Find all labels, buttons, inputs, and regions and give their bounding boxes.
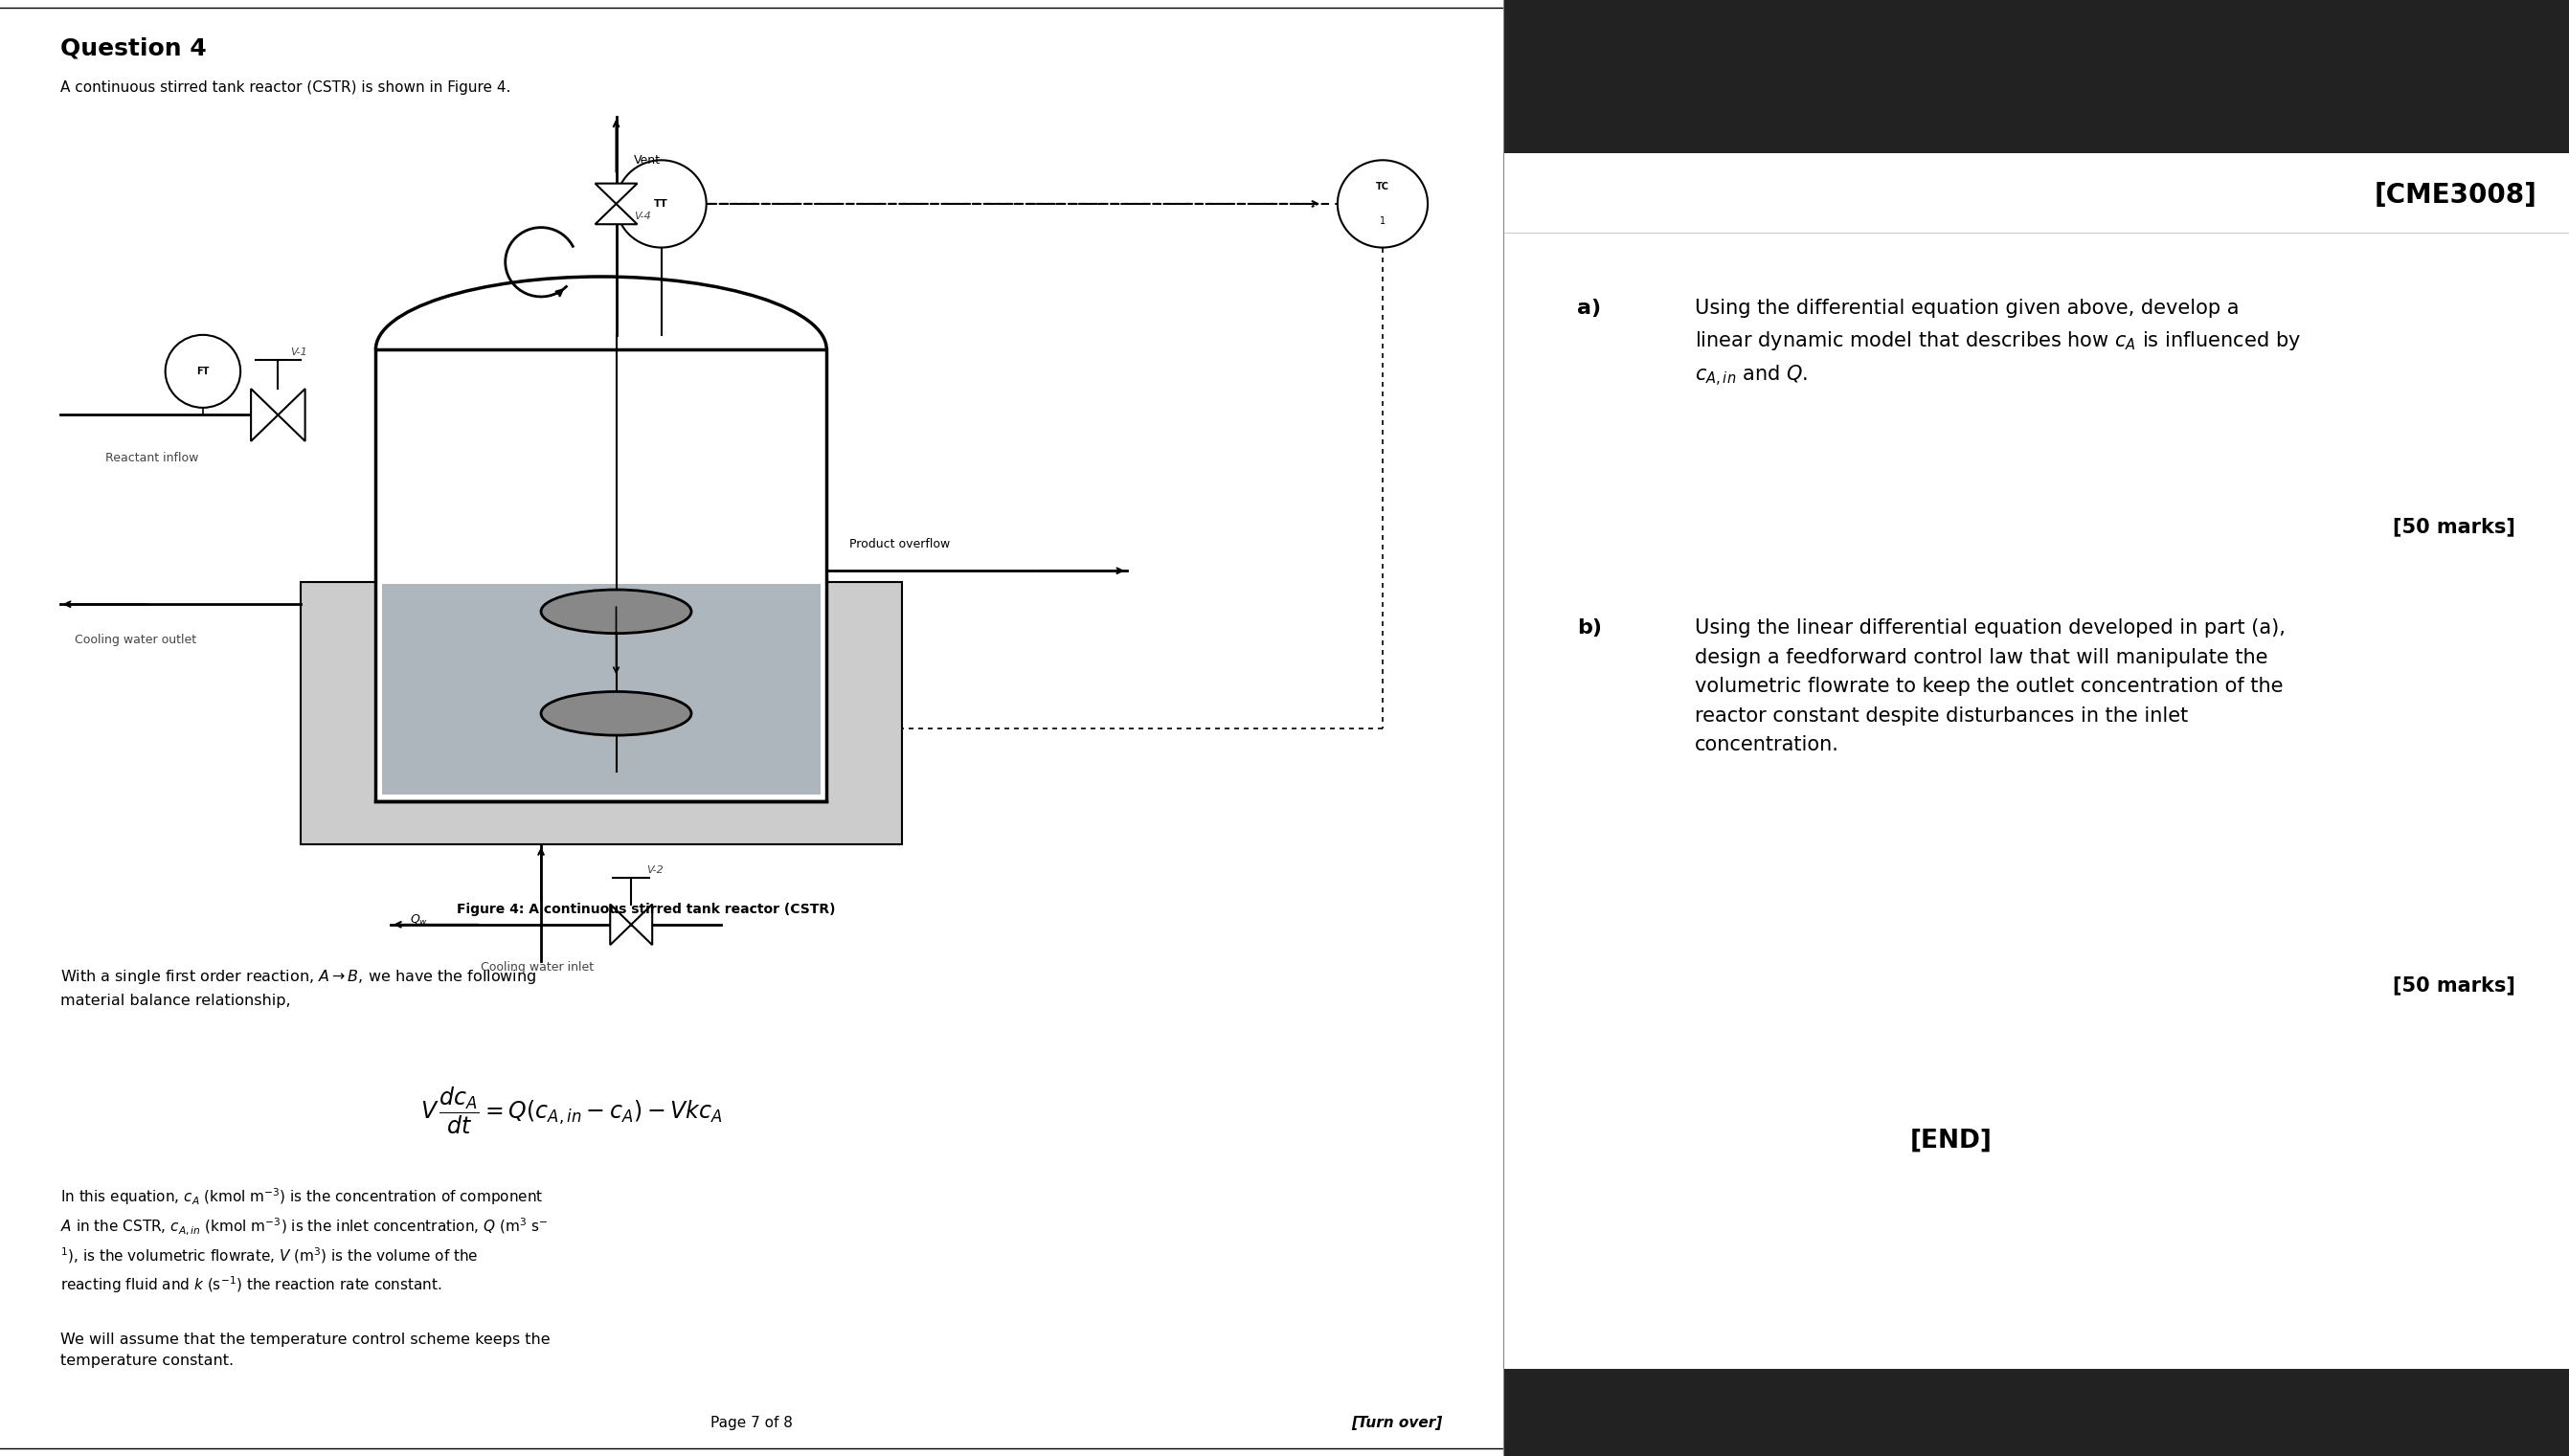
Text: b): b) [1577, 619, 1603, 638]
Text: a): a) [1577, 298, 1600, 317]
Ellipse shape [542, 590, 691, 633]
Circle shape [617, 160, 706, 248]
Text: Vent: Vent [635, 154, 660, 166]
Text: 1: 1 [1380, 217, 1385, 226]
Text: $V\,\dfrac{dc_A}{dt} = Q(c_{A,in} - c_A) - Vkc_A$: $V\,\dfrac{dc_A}{dt} = Q(c_{A,in} - c_A)… [419, 1085, 722, 1136]
Text: TT: TT [655, 199, 668, 208]
Polygon shape [277, 389, 306, 441]
Polygon shape [596, 183, 637, 204]
Text: Figure 4: A continuous stirred tank reactor (CSTR): Figure 4: A continuous stirred tank reac… [457, 903, 835, 916]
Bar [1503, 1369, 2569, 1456]
Text: With a single first order reaction, $A \rightarrow B$, we have the following
mat: With a single first order reaction, $A \… [59, 968, 537, 1008]
Text: We will assume that the temperature control scheme keeps the
temperature constan: We will assume that the temperature cont… [59, 1332, 550, 1367]
Polygon shape [611, 904, 632, 945]
Text: TC: TC [1377, 182, 1390, 191]
Text: V-1: V-1 [290, 347, 308, 357]
Polygon shape [252, 389, 277, 441]
Text: In this equation, $c_A$ (kmol m$^{-3}$) is the concentration of component
$A$ in: In this equation, $c_A$ (kmol m$^{-3}$) … [59, 1187, 547, 1294]
Ellipse shape [542, 692, 691, 735]
Text: [CME3008]: [CME3008] [2374, 182, 2538, 208]
Text: V-4: V-4 [635, 211, 650, 221]
Text: FT: FT [195, 367, 208, 376]
Text: Page 7 of 8: Page 7 of 8 [709, 1415, 794, 1430]
Text: A continuous stirred tank reactor (CSTR) is shown in Figure 4.: A continuous stirred tank reactor (CSTR)… [59, 80, 511, 95]
Text: [50 marks]: [50 marks] [2394, 976, 2515, 994]
Text: $Q_w$: $Q_w$ [411, 913, 429, 927]
Text: Cooling water inlet: Cooling water inlet [480, 961, 593, 974]
Polygon shape [596, 204, 637, 224]
Text: V-2: V-2 [647, 865, 663, 875]
Bar [383, 584, 820, 795]
Circle shape [164, 335, 241, 408]
Polygon shape [632, 904, 653, 945]
Text: Reactant inflow: Reactant inflow [105, 451, 198, 464]
Text: Product overflow: Product overflow [850, 537, 951, 550]
Text: Question 4: Question 4 [59, 36, 206, 60]
Bar [301, 582, 902, 844]
Text: Cooling water outlet: Cooling water outlet [75, 633, 198, 646]
Circle shape [1338, 160, 1428, 248]
Bar [375, 349, 827, 801]
Text: Using the linear differential equation developed in part (a),
design a feedforwa: Using the linear differential equation d… [1696, 619, 2286, 754]
Text: Using the differential equation given above, develop a
linear dynamic model that: Using the differential equation given ab… [1696, 298, 2302, 389]
Text: [END]: [END] [1909, 1128, 1991, 1153]
Text: [Turn over]: [Turn over] [1351, 1415, 1444, 1430]
Bar [1503, 0, 2569, 153]
Text: [50 marks]: [50 marks] [2394, 517, 2515, 536]
